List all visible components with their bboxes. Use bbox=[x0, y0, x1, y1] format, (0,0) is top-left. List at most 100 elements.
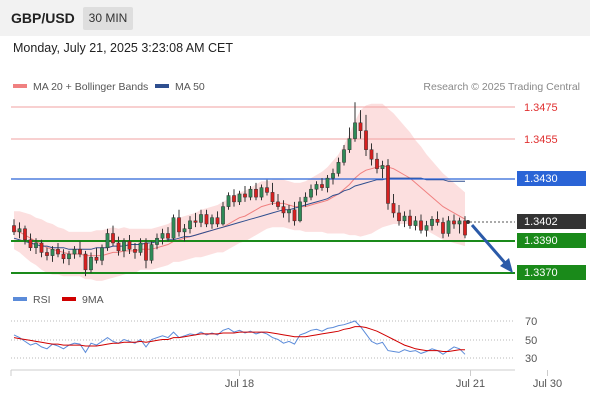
candle bbox=[72, 246, 77, 259]
candle bbox=[336, 157, 341, 177]
candle-body bbox=[419, 220, 423, 231]
candle-body bbox=[336, 162, 341, 174]
candle-body bbox=[237, 193, 242, 203]
timeframe-button[interactable]: 30 MIN bbox=[83, 7, 133, 30]
candle bbox=[204, 209, 209, 228]
candle bbox=[353, 102, 357, 142]
candle bbox=[23, 225, 27, 245]
candle-body bbox=[215, 217, 220, 225]
candle bbox=[122, 238, 126, 258]
candle bbox=[221, 201, 225, 226]
candle bbox=[144, 238, 148, 269]
candle-body bbox=[441, 222, 445, 234]
candle bbox=[364, 114, 368, 157]
bollinger-band-area bbox=[14, 103, 465, 281]
candle bbox=[430, 216, 434, 231]
candle bbox=[182, 223, 187, 242]
candle bbox=[166, 227, 170, 242]
candle-body bbox=[424, 225, 429, 231]
candle-body bbox=[34, 242, 38, 248]
candle bbox=[347, 127, 352, 153]
candle bbox=[188, 216, 192, 234]
candle bbox=[402, 211, 407, 228]
last-price-dot bbox=[466, 220, 470, 224]
level-label-1-3475: 1.3475 bbox=[524, 102, 558, 114]
candle-body bbox=[369, 149, 374, 160]
candle-body bbox=[243, 193, 247, 198]
rsi-legend: RSI 9MA bbox=[13, 294, 104, 306]
candle bbox=[138, 238, 143, 256]
candle bbox=[276, 193, 280, 210]
candle bbox=[331, 168, 335, 185]
candle bbox=[287, 205, 291, 223]
candle bbox=[34, 238, 38, 255]
candle bbox=[171, 214, 176, 240]
candle-body bbox=[320, 184, 324, 188]
candle-body bbox=[94, 256, 99, 261]
ma20-legend-swatch bbox=[13, 84, 27, 88]
candle bbox=[149, 241, 154, 264]
candle-body bbox=[160, 233, 165, 239]
candle bbox=[127, 235, 132, 255]
candle-body bbox=[375, 158, 379, 169]
candle bbox=[210, 214, 214, 229]
candle-body bbox=[166, 233, 170, 239]
candle-body bbox=[314, 184, 319, 190]
candle-body bbox=[133, 249, 137, 253]
candle-body bbox=[221, 206, 225, 225]
rsi-ma-legend-label: 9MA bbox=[82, 294, 104, 306]
candle-body bbox=[45, 252, 49, 256]
candle-body bbox=[67, 253, 71, 260]
candle bbox=[78, 241, 82, 258]
candle-body bbox=[386, 165, 390, 204]
candle-body bbox=[463, 220, 467, 236]
ma50-legend-swatch bbox=[155, 84, 169, 88]
candle-body bbox=[23, 228, 27, 241]
candle-body bbox=[232, 195, 236, 203]
candle bbox=[94, 247, 99, 264]
candle-body bbox=[188, 220, 192, 229]
rsi-ma-legend-swatch bbox=[62, 297, 76, 301]
candle bbox=[419, 214, 423, 234]
candle bbox=[248, 186, 253, 201]
candle-body bbox=[138, 242, 143, 253]
level-label-3-3430: 1.3430 bbox=[524, 173, 558, 185]
candle bbox=[369, 143, 374, 166]
level-label-5-3370: 1.3370 bbox=[524, 267, 558, 279]
candle-body bbox=[265, 187, 269, 193]
copyright-text: Research © 2025 Trading Central bbox=[423, 81, 580, 93]
rsi-tick-30: 30 bbox=[525, 353, 537, 365]
candle bbox=[243, 186, 247, 202]
candle-body bbox=[408, 215, 412, 226]
candle bbox=[67, 250, 71, 266]
level-label-last-price: 1.3402 bbox=[524, 216, 558, 228]
candle-body bbox=[78, 249, 82, 255]
rsi-legend-label: RSI bbox=[33, 294, 51, 306]
candle-body bbox=[111, 233, 115, 244]
candle bbox=[160, 228, 165, 245]
candle-body bbox=[61, 253, 66, 260]
candle bbox=[441, 217, 445, 239]
candle bbox=[50, 246, 55, 262]
candle bbox=[56, 242, 60, 258]
candle-body bbox=[325, 177, 330, 188]
candle-body bbox=[28, 239, 33, 248]
candle bbox=[28, 233, 33, 251]
candle bbox=[105, 228, 110, 251]
candle-body bbox=[435, 218, 440, 223]
candle-body bbox=[270, 192, 275, 203]
candle-body bbox=[105, 233, 110, 248]
candle bbox=[17, 222, 22, 239]
candle-body bbox=[309, 188, 313, 198]
candle bbox=[446, 216, 451, 237]
ma20-legend-label: MA 20 + Bollinger Bands bbox=[33, 81, 148, 93]
level-label-2-3455: 1.3455 bbox=[524, 134, 558, 146]
support-label-box-2 bbox=[517, 265, 586, 280]
candle-body bbox=[254, 188, 258, 198]
candle bbox=[89, 252, 93, 273]
candle-body bbox=[56, 249, 60, 255]
candle-body bbox=[127, 241, 132, 250]
candle bbox=[314, 181, 319, 196]
candle bbox=[386, 159, 390, 210]
